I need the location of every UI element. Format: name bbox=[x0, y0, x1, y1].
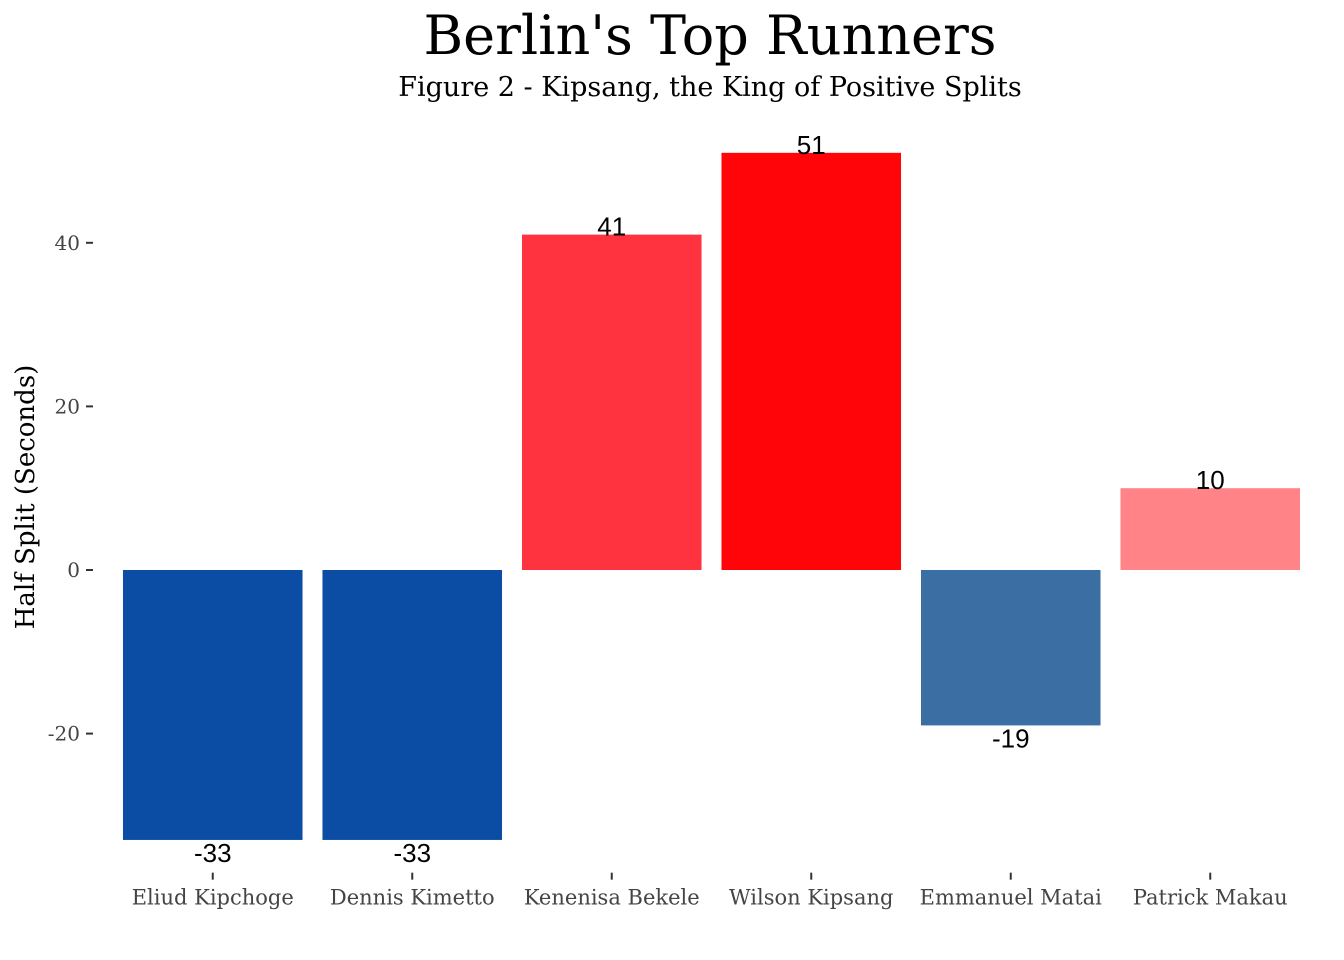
y-tick-label: 40 bbox=[55, 231, 80, 255]
data-label: -19 bbox=[992, 723, 1030, 753]
data-label: -33 bbox=[393, 838, 431, 868]
x-tick-label: Kenenisa Bekele bbox=[524, 886, 700, 910]
y-axis: -20 0 20 40 bbox=[48, 231, 93, 746]
chart-subtitle: Figure 2 - Kipsang, the King of Positive… bbox=[398, 72, 1022, 103]
y-tick-label: 20 bbox=[55, 394, 80, 418]
data-label: 51 bbox=[797, 130, 826, 160]
bar bbox=[122, 570, 303, 840]
x-axis: Eliud Kipchoge Dennis Kimetto Kenenisa Bek… bbox=[132, 872, 1288, 910]
bar bbox=[1120, 488, 1301, 570]
data-label: -33 bbox=[194, 838, 232, 868]
bar bbox=[322, 570, 503, 840]
bars: -33 -33 41 51 -19 10 bbox=[122, 130, 1301, 868]
y-tick-label: -20 bbox=[48, 722, 80, 746]
bar bbox=[920, 570, 1101, 726]
chart-title: Berlin's Top Runners bbox=[423, 4, 997, 67]
y-axis-title: Half Split (Seconds) bbox=[11, 365, 41, 630]
x-tick-label: Eliud Kipchoge bbox=[132, 886, 294, 910]
x-tick-label: Wilson Kipsang bbox=[729, 886, 893, 910]
x-tick-label: Patrick Makau bbox=[1133, 886, 1288, 910]
bar bbox=[521, 234, 702, 570]
y-tick-label: 0 bbox=[67, 558, 80, 582]
data-label: 10 bbox=[1196, 465, 1225, 495]
data-label: 41 bbox=[597, 212, 626, 242]
bar bbox=[721, 152, 902, 570]
x-tick-label: Dennis Kimetto bbox=[330, 886, 495, 910]
x-tick-label: Emmanuel Matai bbox=[920, 886, 1103, 910]
